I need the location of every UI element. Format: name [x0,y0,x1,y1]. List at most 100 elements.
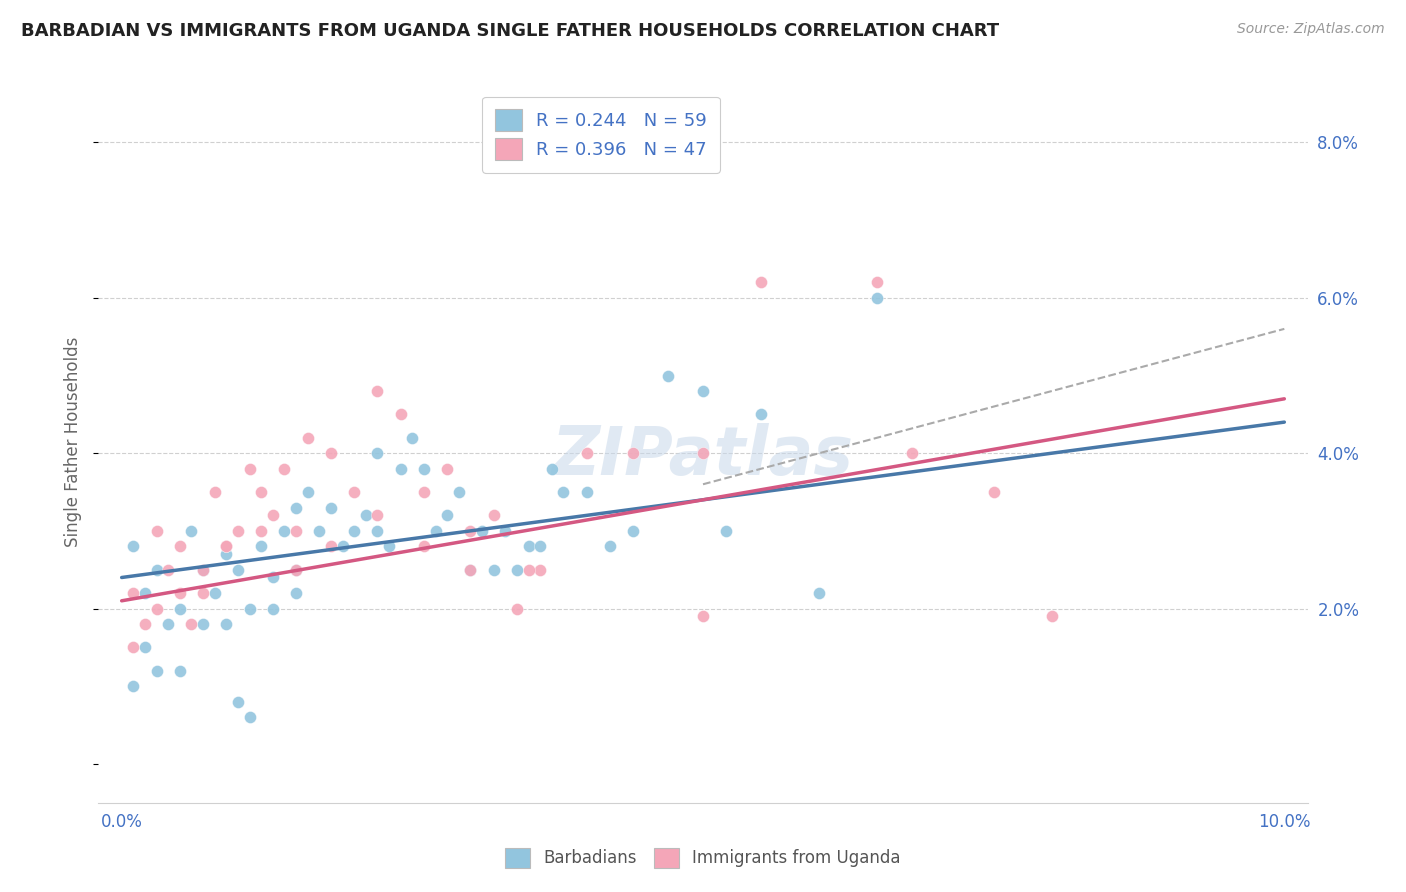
Point [145,664,167,678]
Point [436,508,458,523]
Point [460,524,482,538]
Point [332,540,354,554]
Point [575,485,598,500]
Point [204,485,226,500]
Point [285,563,308,577]
Point [285,524,308,538]
Point [808,586,831,600]
Point [145,563,167,577]
Point [297,431,319,445]
Point [239,601,262,615]
Point [180,524,202,538]
Point [262,570,284,584]
Point [273,461,295,475]
Point [134,640,156,655]
Point [506,563,529,577]
Point [529,540,551,554]
Point [482,563,505,577]
Point [749,275,772,289]
Point [262,508,284,523]
Point [866,275,889,289]
Point [692,609,714,624]
Point [180,617,202,632]
Point [308,524,330,538]
Point [494,524,516,538]
Point [354,508,377,523]
Point [134,617,156,632]
Point [169,586,191,600]
Point [378,540,401,554]
Point [250,485,273,500]
Point [319,540,342,554]
Point [366,446,388,460]
Point [482,508,505,523]
Point [262,601,284,615]
Point [343,524,366,538]
Point [226,695,249,709]
Point [366,524,388,538]
Point [191,563,214,577]
Point [250,524,273,538]
Point [517,540,540,554]
Point [145,601,167,615]
Point [436,461,458,475]
Point [460,563,482,577]
Point [215,540,238,554]
Point [273,524,295,538]
Point [716,524,738,538]
Point [343,485,366,500]
Point [866,291,889,305]
Point [621,524,644,538]
Point [122,586,145,600]
Point [447,485,470,500]
Point [460,563,482,577]
Point [250,540,273,554]
Point [285,586,308,600]
Point [692,384,714,398]
Point [425,524,447,538]
Point [169,601,191,615]
Point [413,485,436,500]
Point [226,524,249,538]
Point [191,586,214,600]
Point [204,586,226,600]
Point [122,679,145,693]
Point [191,617,214,632]
Point [389,461,412,475]
Point [157,563,180,577]
Point [191,563,214,577]
Point [145,524,167,538]
Point [471,524,494,538]
Point [215,547,238,561]
Point [285,500,308,515]
Point [215,540,238,554]
Point [157,617,180,632]
Point [575,446,598,460]
Point [366,384,388,398]
Legend: Barbadians, Immigrants from Uganda: Barbadians, Immigrants from Uganda [499,841,907,875]
Point [749,408,772,422]
Point [1040,609,1063,624]
Point [366,508,388,523]
Point [506,601,529,615]
Text: BARBADIAN VS IMMIGRANTS FROM UGANDA SINGLE FATHER HOUSEHOLDS CORRELATION CHART: BARBADIAN VS IMMIGRANTS FROM UGANDA SING… [21,22,1000,40]
Point [389,408,412,422]
Point [901,446,924,460]
Point [122,540,145,554]
Point [657,368,679,383]
Point [239,710,262,724]
Point [169,540,191,554]
Point [226,563,249,577]
Y-axis label: Single Father Households: Single Father Households [65,336,83,547]
Point [413,540,436,554]
Point [413,461,436,475]
Point [621,446,644,460]
Point [529,563,551,577]
Point [319,500,342,515]
Text: Source: ZipAtlas.com: Source: ZipAtlas.com [1237,22,1385,37]
Point [517,563,540,577]
Point [599,540,621,554]
Point [540,461,562,475]
Point [285,563,308,577]
Point [401,431,423,445]
